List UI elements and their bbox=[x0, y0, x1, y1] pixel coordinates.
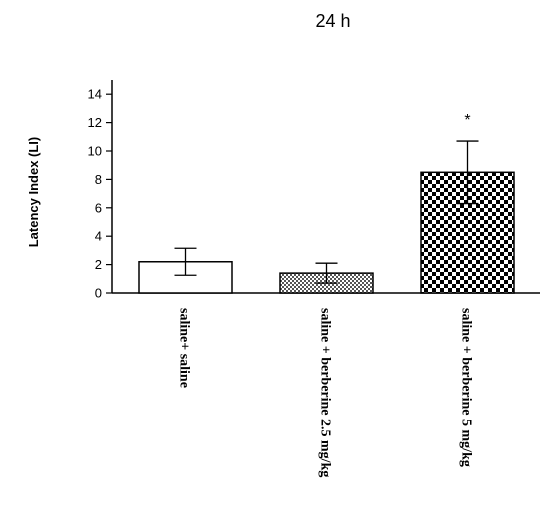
y-tick-label-2: 2 bbox=[95, 257, 102, 272]
annotations: * bbox=[464, 112, 470, 129]
significance-marker-3: * bbox=[464, 112, 470, 129]
category-label-3: saline + berberine 5 mg/kg bbox=[459, 308, 474, 467]
y-tick-label-14: 14 bbox=[88, 87, 102, 102]
y-tick-label-0: 0 bbox=[95, 286, 102, 301]
y-tick-label-8: 8 bbox=[95, 172, 102, 187]
category-labels: saline+ saline saline + berberine 2.5 mg/… bbox=[177, 308, 474, 477]
error-bars bbox=[174, 140, 479, 284]
y-tick-label-6: 6 bbox=[95, 200, 102, 215]
category-label-1: saline+ saline bbox=[177, 308, 192, 388]
y-tick-label-4: 4 bbox=[95, 229, 102, 244]
chart-title: 24 h bbox=[315, 11, 350, 31]
y-tick-label-10: 10 bbox=[88, 144, 102, 159]
y-tick-label-12: 12 bbox=[88, 115, 102, 130]
bars bbox=[138, 171, 515, 294]
category-label-2: saline + berberine 2.5 mg/kg bbox=[318, 308, 333, 477]
y-axis-label: Latency Index (LI) bbox=[26, 137, 41, 248]
